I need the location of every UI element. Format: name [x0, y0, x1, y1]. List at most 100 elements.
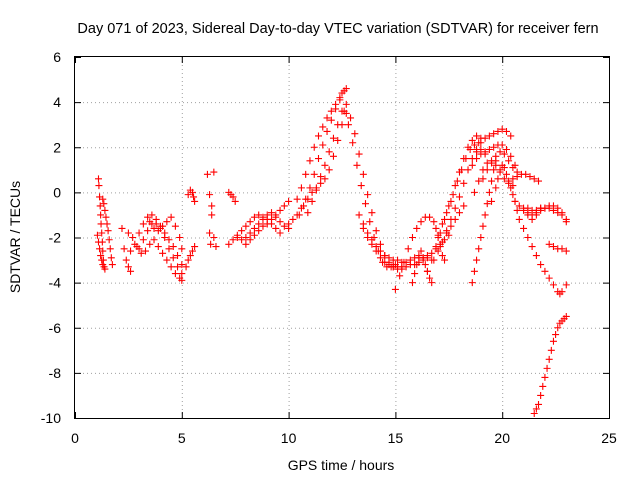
- y-tick-label: 4: [53, 94, 61, 110]
- data-point: [520, 224, 528, 232]
- data-point: [178, 245, 186, 253]
- data-point: [139, 220, 147, 228]
- data-point: [191, 243, 199, 251]
- x-tick-label: 15: [388, 430, 404, 446]
- data-point: [225, 240, 233, 248]
- data-point: [541, 267, 549, 275]
- data-point: [364, 191, 372, 199]
- data-point: [505, 177, 513, 185]
- data-point: [325, 148, 333, 156]
- data-point: [210, 234, 218, 241]
- data-point: [438, 220, 446, 228]
- data-point: [321, 175, 329, 183]
- data-point: [295, 211, 303, 219]
- data-point: [285, 197, 293, 205]
- chart-title: Day 071 of 2023, Sidereal Day-to-day VTE…: [77, 21, 598, 37]
- data-point: [494, 127, 502, 135]
- data-point: [479, 175, 487, 183]
- data-point: [304, 209, 312, 217]
- data-point: [539, 382, 547, 390]
- data-point: [310, 143, 318, 151]
- data-point: [441, 256, 449, 264]
- data-point: [238, 227, 246, 235]
- data-point: [434, 247, 442, 255]
- data-point: [171, 222, 179, 230]
- data-point: [460, 179, 468, 187]
- data-point: [545, 355, 553, 363]
- data-point: [438, 238, 446, 246]
- data-point: [99, 261, 107, 269]
- data-point: [355, 211, 363, 219]
- data-point: [479, 222, 487, 230]
- series-pass-12: [225, 188, 239, 205]
- data-point: [338, 121, 346, 129]
- data-point: [159, 249, 167, 257]
- data-point: [312, 184, 320, 192]
- data-point: [421, 261, 429, 269]
- data-point: [366, 218, 374, 226]
- data-point: [445, 202, 453, 210]
- data-point: [434, 231, 442, 239]
- data-point: [432, 243, 440, 251]
- data-point: [231, 197, 239, 205]
- data-point: [127, 247, 135, 255]
- data-point: [385, 254, 393, 262]
- data-point: [428, 256, 436, 264]
- data-point: [470, 188, 478, 196]
- series-pass-10: [184, 186, 199, 205]
- data-point: [430, 218, 438, 226]
- data-point: [535, 177, 543, 185]
- data-point: [122, 256, 130, 264]
- data-point: [94, 175, 102, 183]
- data-point: [488, 197, 496, 205]
- data-point: [268, 209, 276, 217]
- series-pass-30: [468, 157, 500, 287]
- data-point: [238, 236, 246, 244]
- data-point: [500, 164, 508, 172]
- data-point: [528, 243, 536, 251]
- data-point: [246, 218, 254, 226]
- data-point: [127, 267, 135, 275]
- data-point: [470, 141, 478, 149]
- data-point: [203, 170, 211, 178]
- data-point: [488, 177, 496, 185]
- series-pass-5: [124, 229, 186, 284]
- data-point: [178, 276, 186, 284]
- data-point: [404, 245, 412, 253]
- data-point: [171, 270, 179, 278]
- data-point: [97, 220, 105, 228]
- data-point: [447, 197, 455, 205]
- data-point: [349, 139, 357, 147]
- data-point: [419, 254, 427, 262]
- data-point: [150, 236, 158, 244]
- series-pass-41: [530, 312, 570, 417]
- data-point: [285, 220, 293, 228]
- data-point: [417, 218, 425, 226]
- data-point: [408, 279, 416, 287]
- data-point: [526, 173, 534, 181]
- data-point: [473, 146, 481, 154]
- y-tick-label: -4: [49, 275, 62, 291]
- data-point: [498, 125, 506, 133]
- data-point: [443, 209, 451, 217]
- data-point: [163, 218, 171, 226]
- data-point: [308, 197, 316, 205]
- data-point: [306, 157, 314, 165]
- data-point: [297, 184, 305, 192]
- data-point: [479, 166, 487, 174]
- data-point: [255, 227, 263, 235]
- data-point: [178, 270, 186, 278]
- data-point: [190, 193, 198, 201]
- data-point: [447, 222, 455, 230]
- data-point: [364, 234, 372, 241]
- data-point: [293, 195, 301, 203]
- series-pass-24: [391, 213, 449, 293]
- data-point: [368, 209, 376, 217]
- series-pass-4: [118, 224, 135, 275]
- y-tick-label: -2: [49, 230, 62, 246]
- data-point: [537, 204, 545, 212]
- data-point: [468, 136, 476, 144]
- series-pass-11: [203, 168, 220, 251]
- data-point: [361, 200, 369, 208]
